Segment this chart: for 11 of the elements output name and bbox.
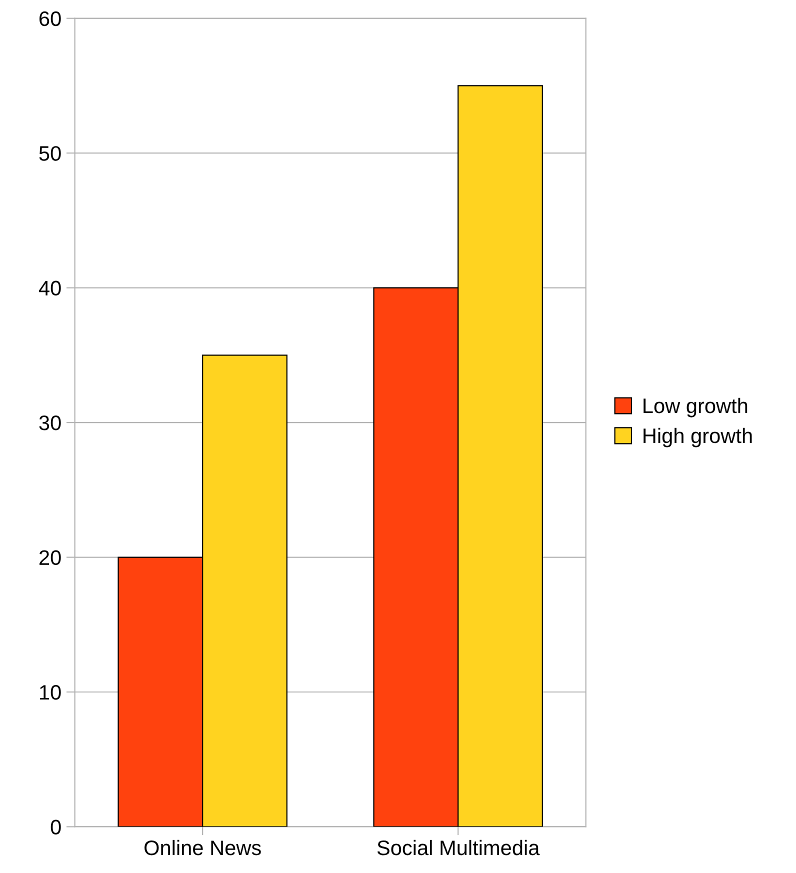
- y-tick-label: 50: [39, 146, 61, 161]
- y-tick-label: 30: [39, 416, 61, 430]
- y-tick-label: 60: [40, 11, 61, 26]
- y-tick-label: 20: [40, 550, 61, 566]
- legend-label: High growth: [644, 428, 752, 448]
- y-tick-label: 0: [50, 820, 61, 834]
- legend-label: Low growth: [644, 398, 748, 418]
- x-tick-label: Online News: [144, 840, 261, 856]
- y-tick-label: 40: [38, 280, 61, 296]
- x-tick-label: Social Multimedia: [377, 840, 540, 856]
- y-tick-label: 10: [40, 685, 61, 700]
